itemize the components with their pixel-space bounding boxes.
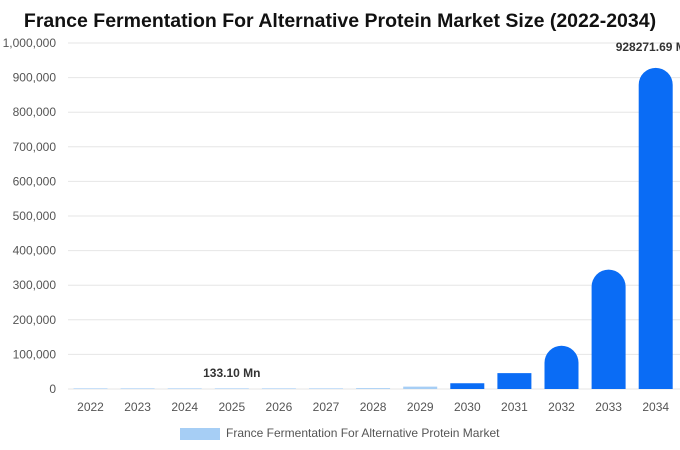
data-label: 133.10 Mn (203, 366, 260, 380)
bar-2032[interactable] (544, 345, 579, 389)
x-tick-label: 2026 (266, 400, 293, 414)
y-tick-label: 400,000 (13, 244, 57, 258)
y-tick-label: 800,000 (13, 105, 57, 119)
x-tick-label: 2032 (548, 400, 575, 414)
x-tick-label: 2025 (218, 400, 245, 414)
x-tick-label: 2028 (360, 400, 387, 414)
y-tick-label: 0 (49, 382, 56, 396)
x-tick-label: 2022 (77, 400, 104, 414)
y-tick-label: 700,000 (13, 140, 57, 154)
legend[interactable]: France Fermentation For Alternative Prot… (180, 426, 500, 440)
bar-2030[interactable] (450, 383, 485, 389)
y-axis: 0 100,000 200,000 300,000 400,000 500,000 600,… (3, 36, 57, 396)
bar-2026[interactable] (261, 388, 296, 389)
bar-2024[interactable] (167, 388, 202, 389)
x-tick-label: 2027 (313, 400, 340, 414)
legend-label: France Fermentation For Alternative Prot… (226, 426, 500, 440)
bar-2028[interactable] (356, 388, 391, 389)
chart-title: France Fermentation For Alternative Prot… (24, 10, 656, 32)
bar-2029[interactable] (403, 386, 438, 389)
y-tick-label: 900,000 (13, 71, 57, 85)
bar-2033[interactable] (591, 269, 626, 389)
x-tick-label: 2029 (407, 400, 434, 414)
bar-2022[interactable] (73, 388, 108, 389)
legend-swatch (180, 428, 220, 440)
x-tick-label: 2033 (595, 400, 622, 414)
x-tick-label: 2024 (171, 400, 198, 414)
y-tick-label: 200,000 (13, 313, 57, 327)
data-labels: 133.10 Mn 928271.69 Mn (203, 40, 680, 380)
y-tick-label: 600,000 (13, 174, 57, 188)
x-tick-label: 2034 (642, 400, 669, 414)
x-axis: 2022 2023 2024 2025 2026 2027 2028 2029 2030 2031… (77, 400, 669, 414)
x-tick-label: 2023 (124, 400, 151, 414)
bar-2034[interactable] (638, 67, 673, 389)
bar-2031[interactable] (497, 373, 532, 389)
y-tick-label: 100,000 (13, 347, 57, 361)
y-tick-label: 500,000 (13, 209, 57, 223)
x-tick-label: 2030 (454, 400, 481, 414)
bars (73, 67, 673, 389)
bar-2027[interactable] (309, 388, 343, 389)
bar-2025[interactable] (214, 388, 249, 389)
y-tick-label: 300,000 (13, 278, 57, 292)
x-tick-label: 2031 (501, 400, 528, 414)
bar-2023[interactable] (120, 388, 155, 389)
y-tick-label: 1,000,000 (3, 36, 57, 50)
gridlines (68, 42, 680, 390)
data-label: 928271.69 Mn (616, 40, 680, 54)
